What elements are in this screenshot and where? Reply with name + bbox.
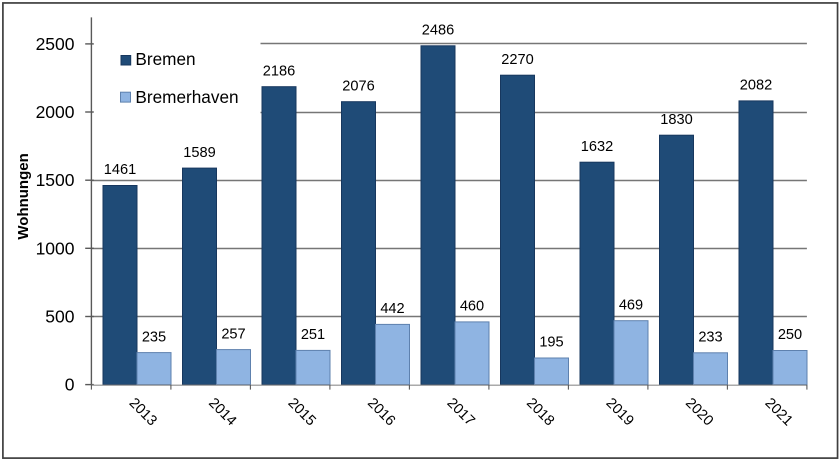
svg-text:2076: 2076	[342, 78, 374, 94]
svg-text:1461: 1461	[104, 162, 136, 178]
svg-text:2270: 2270	[501, 52, 533, 68]
svg-text:0: 0	[65, 375, 75, 395]
svg-text:2500: 2500	[36, 34, 75, 54]
svg-text:233: 233	[698, 330, 722, 346]
svg-text:235: 235	[142, 329, 166, 345]
svg-text:2000: 2000	[36, 102, 75, 122]
svg-text:500: 500	[45, 307, 74, 327]
svg-text:442: 442	[380, 301, 404, 317]
svg-text:2186: 2186	[263, 63, 295, 79]
svg-text:1500: 1500	[36, 170, 75, 190]
svg-text:250: 250	[778, 327, 802, 343]
svg-text:1632: 1632	[581, 139, 613, 155]
svg-text:195: 195	[539, 335, 563, 351]
svg-text:2486: 2486	[422, 23, 454, 39]
svg-text:469: 469	[619, 297, 643, 313]
svg-text:257: 257	[221, 326, 245, 342]
svg-text:1000: 1000	[36, 238, 75, 258]
svg-text:2082: 2082	[740, 78, 772, 94]
svg-text:Wohnungen: Wohnungen	[15, 153, 32, 239]
svg-text:460: 460	[460, 299, 484, 315]
svg-text:Bremen: Bremen	[135, 49, 195, 69]
svg-text:1589: 1589	[183, 145, 215, 161]
svg-text:Bremerhaven: Bremerhaven	[135, 87, 238, 107]
svg-text:251: 251	[301, 327, 325, 343]
svg-text:1830: 1830	[660, 112, 692, 128]
